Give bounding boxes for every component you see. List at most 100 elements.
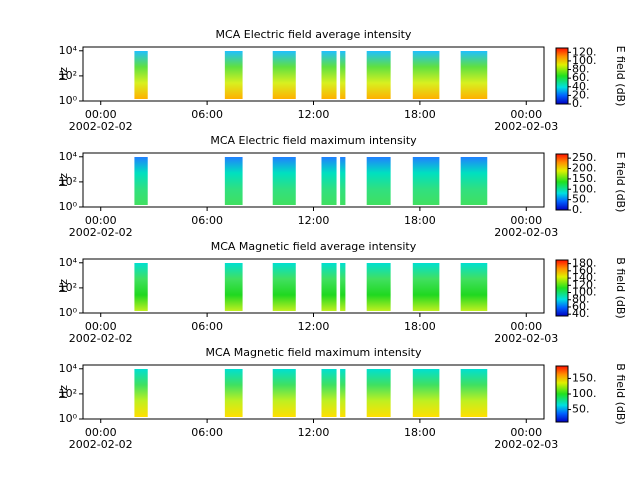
colorbar-tick-label: 100. <box>572 387 597 400</box>
data-block <box>412 51 440 99</box>
colorbar-tick-label: 200. <box>572 162 597 175</box>
colorbar-tick-label: 0. <box>572 203 583 216</box>
data-block <box>321 51 337 99</box>
data-block <box>340 263 346 311</box>
colorbar <box>555 47 569 105</box>
y-tick-label: 10² <box>59 387 77 400</box>
data-block <box>224 157 243 205</box>
x-date-label: 2002-02-03 <box>494 332 558 345</box>
data-block <box>366 157 391 205</box>
data-block <box>224 51 243 99</box>
panel: MCA Magnetic field average intensity 00:0… <box>57 240 627 345</box>
panel-title: MCA Electric field maximum intensity <box>210 134 417 147</box>
y-tick-label: 10² <box>59 281 77 294</box>
colorbar-tick-label: 100. <box>572 182 597 195</box>
y-tick-label: 10⁰ <box>59 306 78 319</box>
x-tick-label: 00:00 <box>510 108 542 121</box>
y-tick-label: 10² <box>59 69 77 82</box>
y-axis-label: Hz <box>57 173 70 187</box>
colorbar-tick-label: 20. <box>572 88 590 101</box>
x-date-label: 2002-02-03 <box>494 226 558 239</box>
x-tick-label: 00:00 <box>85 214 117 227</box>
colorbar-tick-label: 120. <box>572 45 597 58</box>
x-date-label: 2002-02-03 <box>494 120 558 133</box>
data-block <box>224 263 243 311</box>
y-tick-label: 10⁴ <box>59 150 78 163</box>
colorbar-tick-label: 40. <box>572 80 590 93</box>
data-block <box>366 263 391 311</box>
panel-title: MCA Magnetic field average intensity <box>211 240 417 253</box>
colorbar-tick-label: 100. <box>572 54 597 67</box>
colorbar-tick-label: 60. <box>572 71 590 84</box>
x-tick-label: 06:00 <box>191 320 223 333</box>
data-block <box>272 263 296 311</box>
x-tick-label: 00:00 <box>510 214 542 227</box>
colorbar-tick-label: 150. <box>572 371 597 384</box>
x-date-label: 2002-02-02 <box>69 332 133 345</box>
colorbar-label: B field (dB) <box>614 363 627 424</box>
data-block <box>460 263 488 311</box>
colorbar-tick-label: 180. <box>572 257 597 270</box>
x-tick-label: 18:00 <box>404 426 436 439</box>
x-date-label: 2002-02-02 <box>69 226 133 239</box>
data-block <box>412 157 440 205</box>
x-tick-label: 06:00 <box>191 214 223 227</box>
y-tick-label: 10⁰ <box>59 200 78 213</box>
colorbar-tick-label: 100. <box>572 286 597 299</box>
colorbar-tick-label: 120. <box>572 278 597 291</box>
colorbar-label: B field (dB) <box>614 257 627 318</box>
y-tick-label: 10⁴ <box>59 362 78 375</box>
data-block <box>340 157 346 205</box>
x-tick-label: 12:00 <box>298 214 330 227</box>
data-block <box>134 51 148 99</box>
x-tick-label: 18:00 <box>404 320 436 333</box>
data-block <box>321 369 337 417</box>
data-block <box>460 369 488 417</box>
colorbar-label: E field (dB) <box>614 46 627 107</box>
data-block <box>340 369 346 417</box>
panel: MCA Electric field average intensity 00:0… <box>57 28 627 133</box>
panel: MCA Electric field maximum intensity 00:0… <box>57 134 627 239</box>
data-block <box>134 157 148 205</box>
data-block <box>134 369 148 417</box>
data-block <box>412 263 440 311</box>
panel-title: MCA Electric field average intensity <box>216 28 412 41</box>
y-axis-label: Hz <box>57 385 70 399</box>
y-axis-label: Hz <box>57 279 70 293</box>
data-block <box>272 51 296 99</box>
x-tick-label: 06:00 <box>191 108 223 121</box>
colorbar-tick-label: 140. <box>572 271 597 284</box>
x-tick-label: 12:00 <box>298 108 330 121</box>
data-block <box>366 369 391 417</box>
x-tick-label: 12:00 <box>298 426 330 439</box>
x-tick-label: 00:00 <box>85 108 117 121</box>
data-block <box>321 263 337 311</box>
x-date-label: 2002-02-03 <box>494 438 558 451</box>
data-block <box>134 263 148 311</box>
x-tick-label: 18:00 <box>404 108 436 121</box>
x-date-label: 2002-02-02 <box>69 120 133 133</box>
colorbar-tick-label: 50. <box>572 193 590 206</box>
y-tick-label: 10⁴ <box>59 44 78 57</box>
colorbar-tick-label: 50. <box>572 403 590 416</box>
colorbar-tick-label: 160. <box>572 264 597 277</box>
data-block <box>366 51 391 99</box>
y-tick-label: 10⁰ <box>59 412 78 425</box>
data-block <box>340 51 346 99</box>
x-tick-label: 18:00 <box>404 214 436 227</box>
data-block <box>272 157 296 205</box>
colorbar <box>555 365 569 423</box>
x-tick-label: 06:00 <box>191 426 223 439</box>
data-block <box>272 369 296 417</box>
colorbar-tick-label: 80. <box>572 63 590 76</box>
data-block <box>224 369 243 417</box>
data-block <box>321 157 337 205</box>
x-tick-label: 00:00 <box>510 426 542 439</box>
x-tick-label: 12:00 <box>298 320 330 333</box>
y-tick-label: 10² <box>59 175 77 188</box>
colorbar <box>555 153 569 211</box>
colorbar-tick-label: 250. <box>572 151 597 164</box>
x-tick-label: 00:00 <box>85 426 117 439</box>
